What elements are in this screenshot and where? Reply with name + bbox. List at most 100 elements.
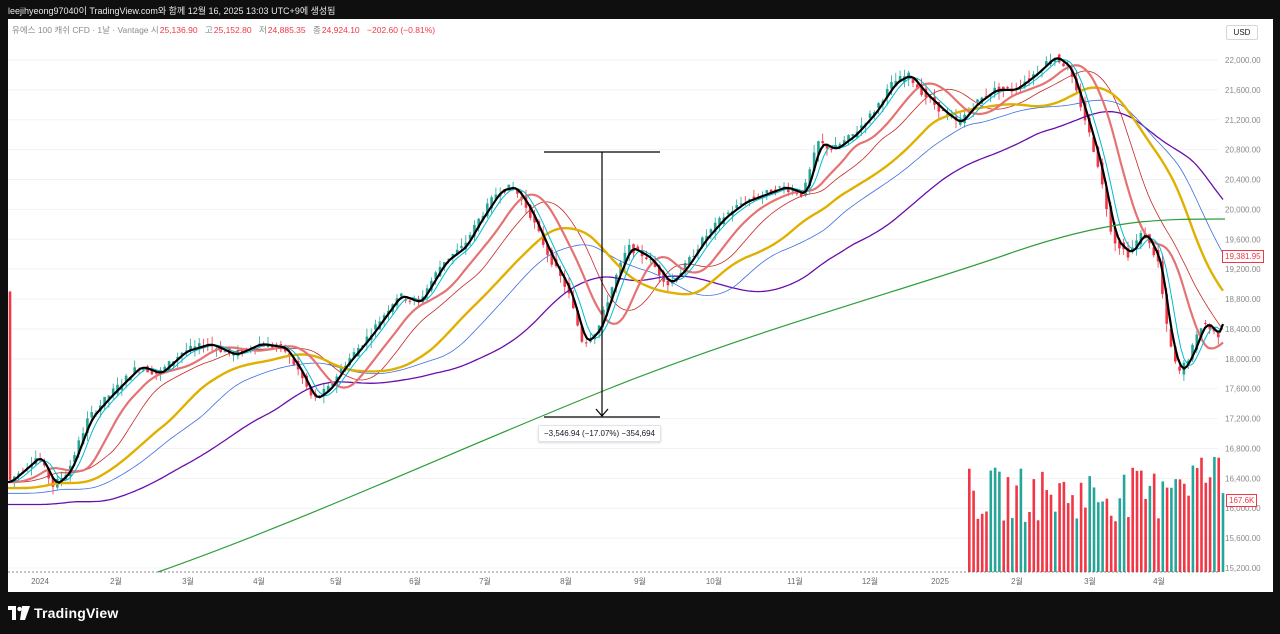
candle <box>941 110 945 112</box>
candle <box>559 270 562 277</box>
candle <box>692 255 695 257</box>
chart-area[interactable]: 22,000.00 21,600.00 21,200.00 20,800.00 20,4… <box>7 19 1273 592</box>
candle <box>1139 232 1143 245</box>
candle <box>649 259 652 261</box>
volume-bar <box>1028 512 1031 572</box>
volume-bars <box>968 456 1225 572</box>
candle <box>812 152 816 171</box>
ma-pink-line <box>8 64 1224 484</box>
volume-bar <box>1114 521 1117 572</box>
candle <box>615 274 618 287</box>
candle <box>1208 325 1211 329</box>
candle <box>1165 294 1168 324</box>
high-label: 고 <box>204 25 213 35</box>
brand-name: TradingView <box>34 605 119 621</box>
candle <box>339 368 343 374</box>
volume-bar <box>1213 456 1216 572</box>
volume-bar <box>1208 477 1212 572</box>
candle <box>580 325 584 342</box>
candle <box>189 345 192 351</box>
candle <box>1100 162 1104 185</box>
candle <box>90 412 93 418</box>
candle <box>1178 366 1181 371</box>
candle <box>984 96 988 98</box>
candle <box>1204 322 1207 324</box>
candle <box>477 218 480 228</box>
volume-bar <box>1127 517 1130 572</box>
chart-credit-text: leejihyeong97040이 TradingView.com와 함께 12… <box>8 6 336 16</box>
volume-bar <box>1101 501 1104 572</box>
candle <box>765 190 769 194</box>
candle <box>1096 146 1100 167</box>
volume-bar <box>1066 503 1070 572</box>
x-tick-label: 2025 <box>931 577 949 586</box>
volume-bar <box>1097 502 1100 572</box>
x-tick-label: 7월 <box>479 576 491 586</box>
candle <box>550 250 554 265</box>
candle <box>877 103 880 108</box>
y-tick-label: 17,600.00 <box>1225 385 1261 394</box>
candle <box>425 288 429 295</box>
volume-bar <box>1071 495 1074 572</box>
volume-bar <box>1131 467 1134 572</box>
currency-button[interactable]: USD <box>1226 25 1258 40</box>
x-tick-label: 3월 <box>1084 576 1096 586</box>
close-label: 종 <box>313 25 321 35</box>
volume-bar <box>1032 479 1036 572</box>
candle <box>726 212 730 214</box>
y-tick-label: 17,200.00 <box>1225 415 1261 424</box>
candle <box>116 384 119 394</box>
candle <box>322 388 326 396</box>
candle <box>486 203 489 217</box>
volume-bar <box>1191 465 1195 572</box>
low-value: 24,885.35 <box>267 25 306 35</box>
candle <box>1118 241 1121 249</box>
tradingview-logo[interactable]: TradingView <box>8 604 118 622</box>
x-tick-label: 4월 <box>1153 576 1165 586</box>
volume-bar <box>972 490 975 572</box>
candle <box>163 366 167 371</box>
price-chart[interactable]: 22,000.00 21,600.00 21,200.00 20,800.00 20,4… <box>7 19 1273 592</box>
current-price-tag: 19,381.95 <box>1222 250 1264 263</box>
volume-bar <box>1144 498 1147 572</box>
candle <box>1070 69 1074 77</box>
chart-legend: 유에스 100 캐쉬 CFD · 1날 · Vantage 시25,136.90… <box>12 24 440 36</box>
candle <box>795 192 799 194</box>
x-axis: 2024 2월 3월 4월 5월 6월 7월 8월 9월 10월 11월 12월 2025 2월 3월 4월 <box>31 576 1165 586</box>
volume-bar <box>1140 470 1143 572</box>
y-tick-label: 22,000.00 <box>1225 56 1261 65</box>
candle <box>739 203 743 205</box>
candle <box>1169 328 1173 347</box>
candle <box>1083 102 1087 121</box>
volume-bar <box>1157 518 1160 572</box>
candle <box>1053 58 1057 62</box>
candle <box>576 310 579 326</box>
volume-bar <box>1148 485 1152 572</box>
volume-bar <box>1178 479 1182 572</box>
candle <box>73 455 76 463</box>
candle <box>1109 205 1113 232</box>
candle <box>1191 344 1194 360</box>
candle <box>713 222 717 232</box>
candle <box>817 141 820 155</box>
candle <box>1174 346 1177 362</box>
volume-bar <box>1118 498 1122 572</box>
candle <box>627 244 631 256</box>
x-tick-label: 6월 <box>409 576 421 586</box>
candle <box>1217 330 1220 338</box>
high-value: 25,152.80 <box>213 25 252 35</box>
volume-bar <box>1041 471 1044 572</box>
candle <box>133 367 136 374</box>
measure-tool[interactable] <box>544 151 660 418</box>
candle <box>1161 261 1164 295</box>
open-value: 25,136.90 <box>159 25 198 35</box>
candle <box>81 433 85 445</box>
y-tick-label: 15,600.00 <box>1225 534 1261 543</box>
candle <box>830 148 833 150</box>
candle <box>584 342 588 344</box>
candle <box>718 217 721 225</box>
candle <box>778 186 781 188</box>
candle <box>468 234 472 240</box>
volume-bar <box>1122 474 1126 572</box>
candle <box>1195 334 1199 350</box>
